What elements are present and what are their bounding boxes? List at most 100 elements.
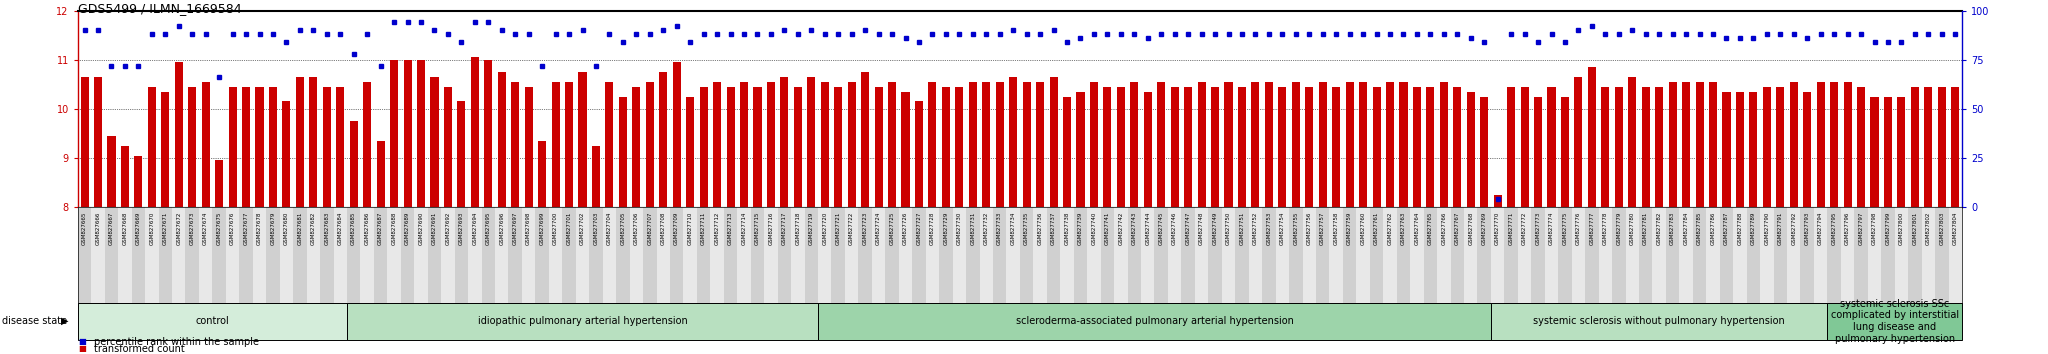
Text: systemic sclerosis SSc
complicated by interstitial
lung disease and
pulmonary hy: systemic sclerosis SSc complicated by in… [1831, 299, 1958, 344]
Bar [1642, 87, 1651, 207]
Text: GSM827759: GSM827759 [1348, 212, 1352, 245]
Text: GSM827798: GSM827798 [1872, 212, 1878, 245]
Bar [444, 87, 453, 207]
Text: GSM827765: GSM827765 [1427, 212, 1434, 245]
Bar [686, 97, 694, 207]
Bar [119, 207, 131, 303]
Bar [752, 207, 764, 303]
Text: GSM827701: GSM827701 [567, 212, 571, 245]
Text: GSM827681: GSM827681 [297, 212, 303, 245]
Bar [1612, 207, 1626, 303]
Bar [1532, 207, 1544, 303]
Bar [508, 207, 522, 303]
Bar [563, 207, 575, 303]
Bar [1450, 207, 1464, 303]
Text: GSM827787: GSM827787 [1724, 212, 1729, 245]
Text: GSM827723: GSM827723 [862, 212, 868, 245]
Bar [1870, 97, 1878, 207]
Bar [633, 87, 641, 207]
Bar [821, 82, 829, 207]
Bar [78, 303, 346, 340]
Bar [307, 207, 319, 303]
Text: GSM827709: GSM827709 [674, 212, 680, 245]
Text: GSM827695: GSM827695 [485, 212, 492, 245]
Text: GSM827747: GSM827747 [1186, 212, 1190, 245]
Bar [860, 72, 868, 207]
Bar [1090, 82, 1098, 207]
Text: GSM827669: GSM827669 [135, 212, 141, 245]
Bar [1049, 77, 1057, 207]
Bar [926, 207, 940, 303]
Text: GSM827797: GSM827797 [1858, 212, 1864, 245]
Bar [1694, 207, 1706, 303]
Bar [872, 207, 885, 303]
Bar [1720, 207, 1733, 303]
Text: GSM827778: GSM827778 [1604, 212, 1608, 245]
Bar [336, 87, 344, 207]
Bar [1827, 303, 1962, 340]
Bar [1104, 87, 1112, 207]
Text: GSM827733: GSM827733 [997, 212, 1001, 245]
Text: GSM827793: GSM827793 [1804, 212, 1810, 245]
Bar [778, 207, 791, 303]
Bar [1143, 92, 1151, 207]
Bar [766, 82, 774, 207]
Bar [1235, 207, 1249, 303]
Bar [1438, 207, 1450, 303]
Bar [414, 207, 428, 303]
Bar [1952, 87, 1960, 207]
Text: GSM827761: GSM827761 [1374, 212, 1378, 245]
Bar [1921, 207, 1935, 303]
Text: GSM827790: GSM827790 [1763, 212, 1769, 245]
Text: GSM827803: GSM827803 [1939, 212, 1944, 245]
Text: GSM827679: GSM827679 [270, 212, 276, 245]
Bar [858, 207, 872, 303]
Text: GSM827752: GSM827752 [1253, 212, 1257, 245]
Text: transformed count: transformed count [94, 344, 184, 354]
Bar [1399, 82, 1407, 207]
Bar [846, 207, 858, 303]
Bar [350, 121, 358, 207]
Text: systemic sclerosis without pulmonary hypertension: systemic sclerosis without pulmonary hyp… [1534, 316, 1786, 326]
Text: GSM827686: GSM827686 [365, 212, 371, 245]
Bar [539, 141, 547, 207]
Text: GSM827678: GSM827678 [256, 212, 262, 245]
Text: GSM827768: GSM827768 [1468, 212, 1473, 245]
Text: GSM827739: GSM827739 [1077, 212, 1083, 245]
Bar [512, 82, 520, 207]
Bar [1225, 82, 1233, 207]
Bar [645, 82, 653, 207]
Text: GSM827785: GSM827785 [1698, 212, 1702, 245]
Bar [535, 207, 549, 303]
Text: GSM827670: GSM827670 [150, 212, 154, 245]
Text: GSM827772: GSM827772 [1522, 212, 1528, 245]
Bar [1575, 77, 1583, 207]
Bar [817, 207, 831, 303]
Bar [1397, 207, 1411, 303]
Text: GSM827763: GSM827763 [1401, 212, 1407, 245]
Text: GSM827742: GSM827742 [1118, 212, 1124, 245]
Text: GSM827722: GSM827722 [850, 212, 854, 245]
Bar [1034, 207, 1047, 303]
Bar [1249, 207, 1262, 303]
Bar [684, 207, 696, 303]
Bar [1722, 92, 1731, 207]
Bar [1817, 82, 1825, 207]
Bar [1329, 207, 1343, 303]
Bar [360, 207, 375, 303]
Bar [1157, 82, 1165, 207]
Text: GSM827730: GSM827730 [956, 212, 963, 245]
Text: GSM827776: GSM827776 [1575, 212, 1581, 245]
Text: GSM827788: GSM827788 [1737, 212, 1743, 245]
Text: GSM827773: GSM827773 [1536, 212, 1540, 245]
Text: ▶: ▶ [61, 316, 70, 326]
Bar [1073, 207, 1087, 303]
Bar [295, 77, 303, 207]
Bar [1518, 207, 1532, 303]
Bar [418, 60, 426, 207]
Bar [483, 60, 492, 207]
Text: control: control [195, 316, 229, 326]
Bar [496, 207, 508, 303]
Bar [1653, 207, 1665, 303]
Text: GSM827713: GSM827713 [727, 212, 733, 245]
